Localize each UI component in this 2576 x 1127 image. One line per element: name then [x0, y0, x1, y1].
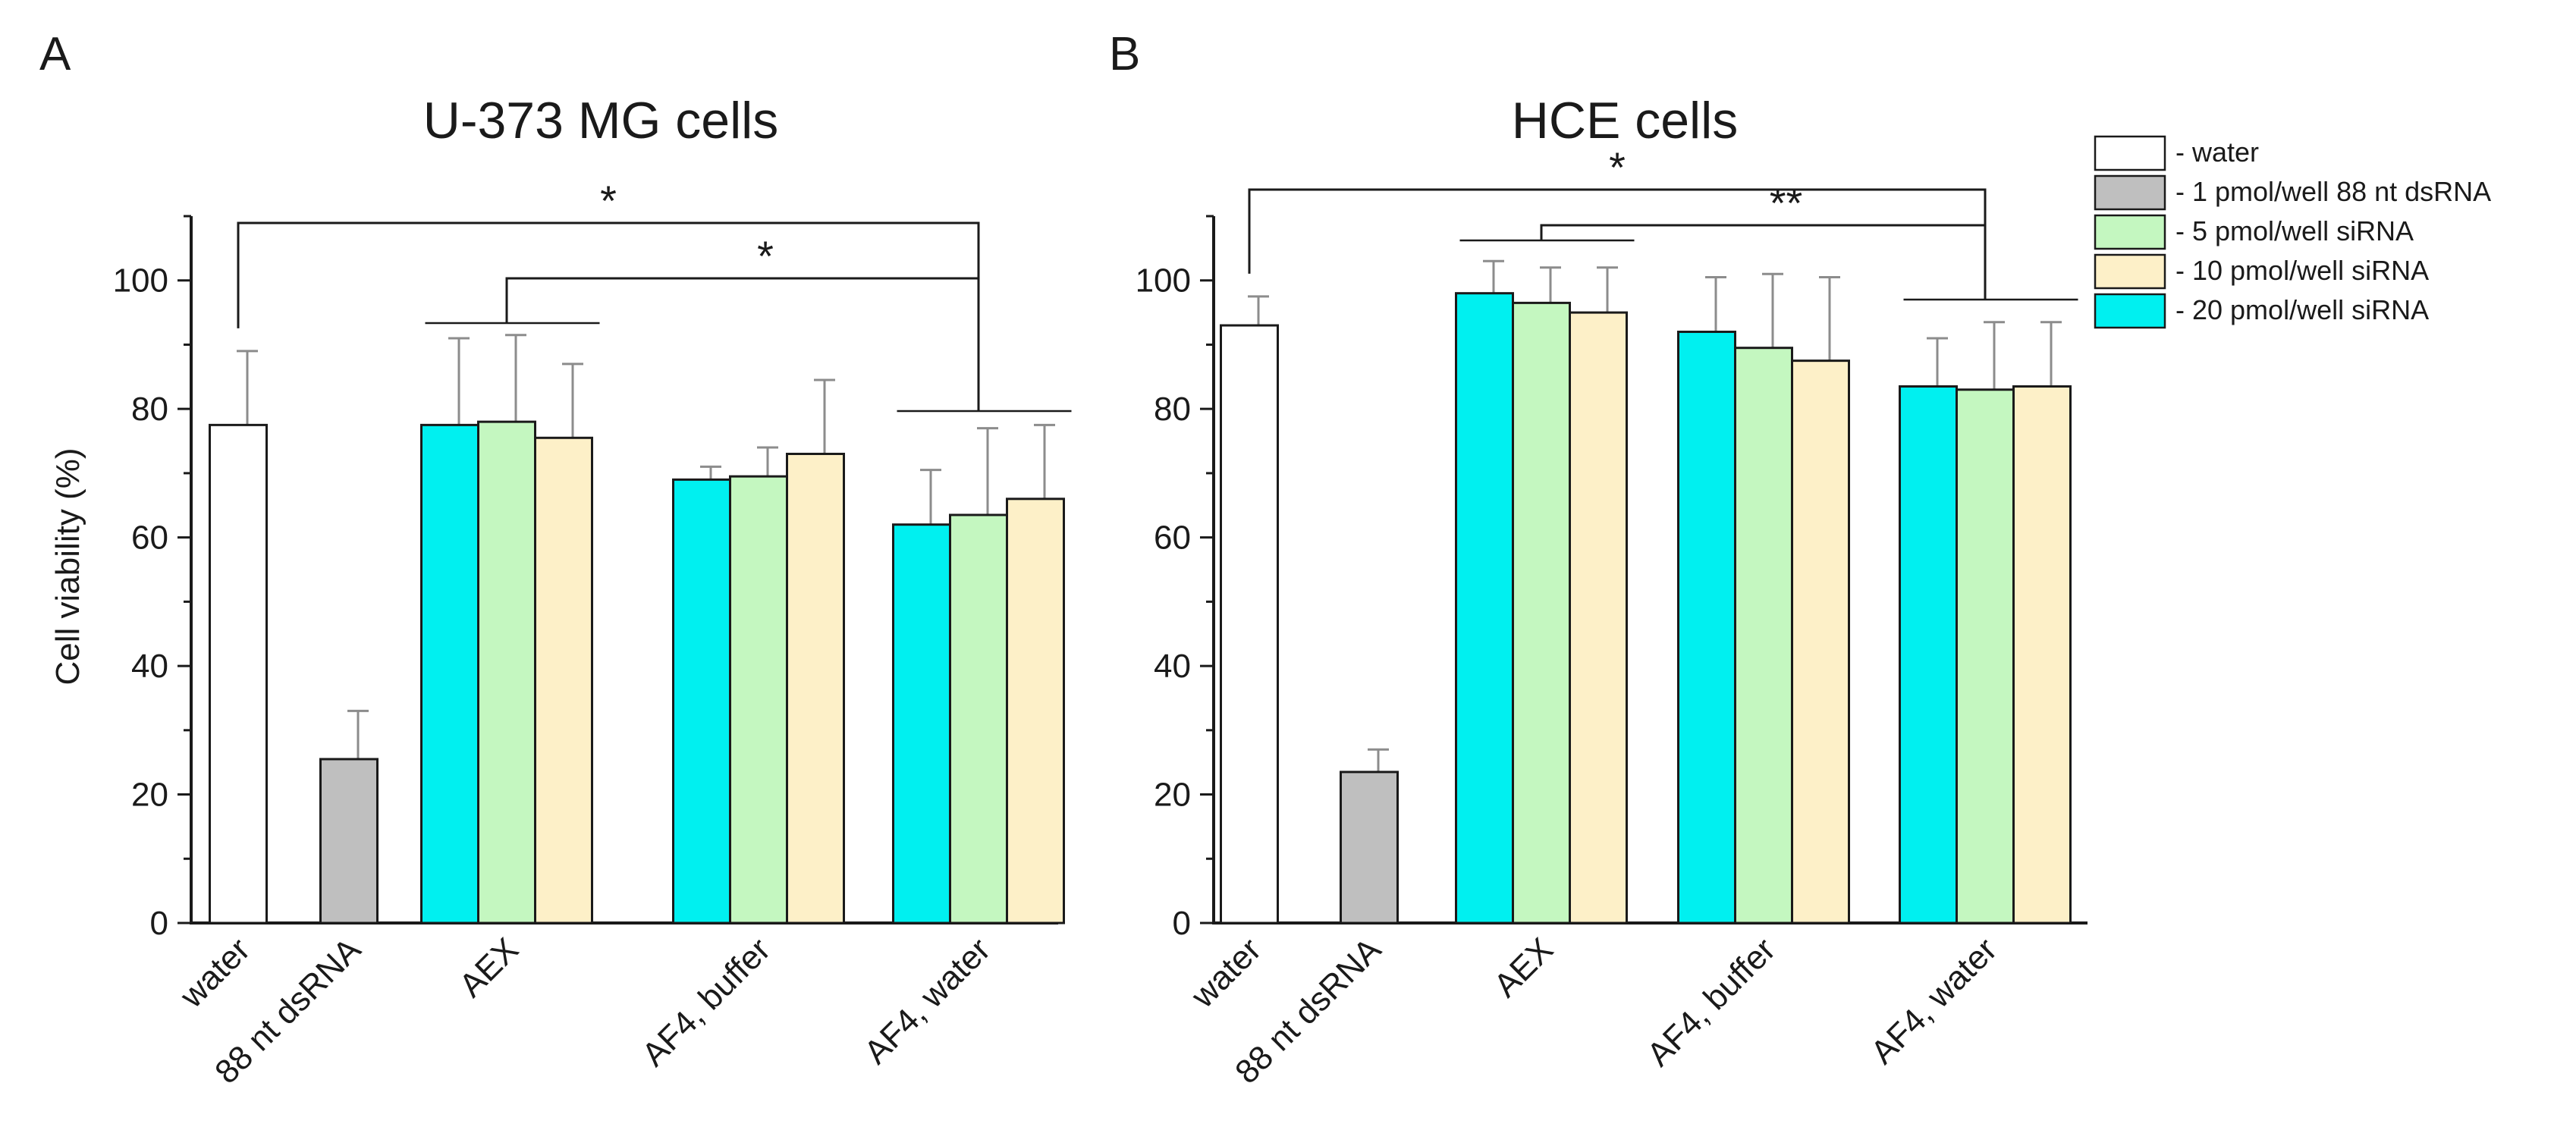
y-tick-label: 60: [1154, 520, 1191, 557]
significance-bracket: [1540, 224, 1987, 300]
legend-swatch-p10: [2094, 253, 2166, 290]
legend-label-p5: - 5 pmol/well siRNA: [2175, 215, 2414, 246]
bar-p10: [786, 452, 845, 925]
x-category-label: AEX: [452, 931, 526, 1004]
significance-bracket: [505, 277, 980, 411]
bar-water: [1220, 324, 1279, 925]
bar-dsRNA: [319, 758, 379, 925]
x-category-label: AF4, buffer: [1640, 931, 1783, 1073]
legend-label-water: - water: [2175, 137, 2259, 168]
legend-label-p20: - 20 pmol/well siRNA: [2175, 294, 2429, 325]
y-tick-label: 40: [1154, 648, 1191, 685]
chart-title-b: HCE cells: [1512, 92, 1739, 149]
bar-water: [209, 423, 268, 925]
y-tick-label: 40: [131, 648, 168, 685]
bar-p20: [1899, 385, 1958, 925]
bar-p10: [534, 436, 593, 925]
bar-p5: [1956, 388, 2015, 925]
x-category-label: AF4, water: [1864, 931, 2004, 1071]
y-tick-label: 0: [1173, 905, 1191, 942]
y-tick-label: 80: [131, 391, 168, 428]
bar-p10: [1791, 359, 1850, 925]
panel-a: A U-373 MG cells Cell viability (%) 0 20 4…: [39, 28, 1072, 1091]
x-category-label: water: [173, 931, 257, 1015]
y-tick-label: 20: [131, 777, 168, 814]
significance-marker: **: [1770, 179, 1803, 227]
legend-label-p10: - 10 pmol/well siRNA: [2175, 255, 2429, 286]
bar-p10: [1006, 498, 1065, 925]
y-tick-label: 0: [150, 905, 168, 942]
y-tick-label: 20: [1154, 777, 1191, 814]
y-tick-label: 100: [1136, 262, 1191, 300]
bar-p5: [949, 513, 1008, 925]
bar-p5: [1512, 301, 1571, 925]
significance-marker: *: [757, 232, 774, 280]
bar-p10: [2012, 385, 2072, 925]
legend-swatch-p5: [2094, 214, 2166, 250]
significance-marker: *: [1609, 143, 1626, 191]
y-axis-label-a: Cell viability (%): [49, 448, 86, 686]
y-tick-label: 100: [113, 262, 168, 300]
chart-title-a: U-373 MG cells: [423, 92, 779, 149]
x-category-label: water: [1184, 931, 1268, 1015]
bar-p20: [672, 478, 731, 925]
bar-p20: [892, 523, 951, 925]
x-category-label: AEX: [1487, 931, 1560, 1004]
significance-marker: *: [600, 177, 617, 224]
bar-p20: [420, 423, 479, 925]
panel-letter-a: A: [39, 28, 71, 80]
bar-p20: [1455, 292, 1514, 925]
legend: - water - 1 pmol/well 88 nt dsRNA - 5 pmol…: [2094, 135, 2491, 329]
bar-p5: [1734, 347, 1793, 925]
bar-p5: [729, 475, 788, 925]
panel-letter-b: B: [1109, 28, 1140, 80]
legend-swatch-p20: [2094, 293, 2166, 329]
bar-p5: [477, 420, 536, 925]
x-category-label: AF4, water: [857, 931, 997, 1071]
bar-dsRNA: [1340, 771, 1399, 925]
y-tick-label: 60: [131, 520, 168, 557]
legend-swatch-water: [2094, 135, 2166, 171]
legend-label-dsRNA: - 1 pmol/well 88 nt dsRNA: [2175, 176, 2491, 207]
significance-bracket: [237, 221, 980, 411]
y-tick-label: 80: [1154, 391, 1191, 428]
significance-bracket: [1248, 188, 1987, 300]
x-category-label: AF4, buffer: [635, 931, 778, 1073]
legend-swatch-dsRNA: [2094, 174, 2166, 211]
bar-p20: [1677, 331, 1736, 925]
bar-p10: [1569, 311, 1628, 925]
